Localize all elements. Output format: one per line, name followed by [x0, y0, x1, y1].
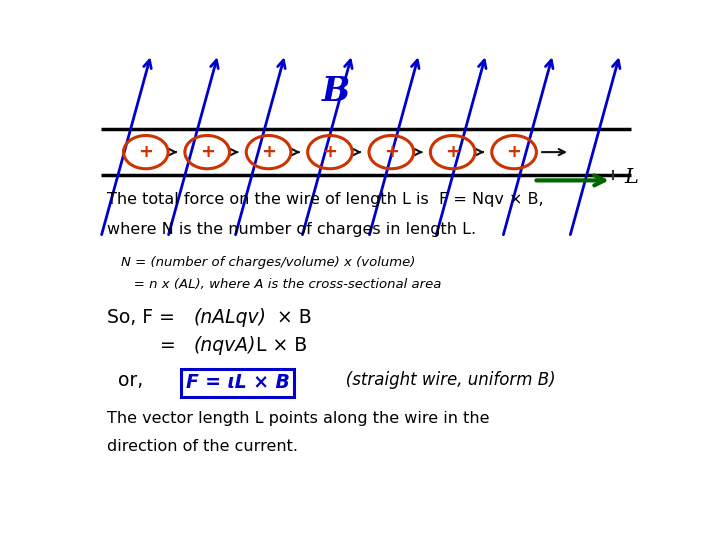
- Text: (nALqv): (nALqv): [193, 308, 266, 327]
- Text: (nqvA): (nqvA): [193, 336, 256, 355]
- Text: B: B: [321, 75, 350, 108]
- Text: × B: × B: [277, 308, 312, 327]
- Text: +: +: [507, 143, 521, 161]
- Text: N = (number of charges/volume) x (volume): N = (number of charges/volume) x (volume…: [121, 256, 415, 269]
- Text: +: +: [261, 143, 276, 161]
- Text: =: =: [160, 336, 176, 355]
- Text: So, F =: So, F =: [107, 308, 175, 327]
- Text: (straight wire, uniform B): (straight wire, uniform B): [330, 371, 556, 389]
- Text: +: +: [445, 143, 460, 161]
- Text: +: +: [384, 143, 399, 161]
- Text: L: L: [624, 168, 639, 187]
- Text: or,: or,: [118, 371, 143, 390]
- Text: F = ιL × B: F = ιL × B: [186, 373, 289, 393]
- Text: The total force on the wire of length L is  F = Nqv × B,: The total force on the wire of length L …: [107, 192, 544, 207]
- Text: = n x (AL), where A is the cross-sectional area: = n x (AL), where A is the cross-section…: [121, 278, 441, 291]
- Text: direction of the current.: direction of the current.: [107, 438, 298, 454]
- Text: +: +: [199, 143, 215, 161]
- Text: where N is the number of charges in length L.: where N is the number of charges in leng…: [107, 221, 476, 237]
- Text: +: +: [323, 143, 338, 161]
- Text: +: +: [138, 143, 153, 161]
- Text: The vector length L points along the wire in the: The vector length L points along the wir…: [107, 411, 490, 426]
- Text: L × B: L × B: [256, 336, 307, 355]
